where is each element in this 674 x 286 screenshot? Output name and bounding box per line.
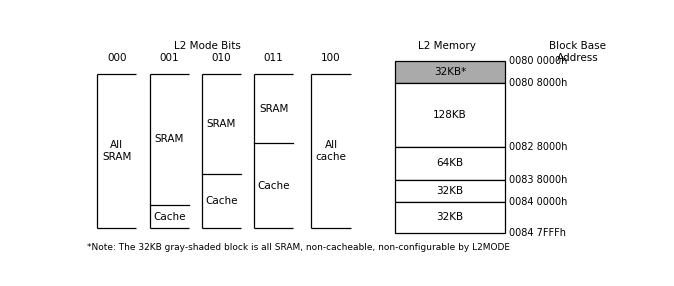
Text: 0084 7FFFh: 0084 7FFFh [509,228,566,237]
Bar [395,147,505,180]
Bar [395,180,505,202]
Text: 0080 0000h: 0080 0000h [509,56,568,66]
Text: Cache: Cache [205,196,238,206]
Text: 64KB: 64KB [436,158,464,168]
Text: 128KB: 128KB [433,110,467,120]
Text: 0083 8000h: 0083 8000h [509,175,568,185]
Text: SRAM: SRAM [259,104,288,114]
Text: L2 Memory: L2 Memory [419,41,477,51]
Text: L2 Mode Bits: L2 Mode Bits [174,41,241,51]
Text: 000: 000 [107,53,127,63]
Text: Cache: Cache [153,212,185,222]
Text: *Note: The 32KB gray-shaded block is all SRAM, non-cacheable, non-configurable b: *Note: The 32KB gray-shaded block is all… [87,243,510,252]
Text: All
SRAM: All SRAM [102,140,131,162]
Text: 32KB: 32KB [436,186,464,196]
Text: 010: 010 [212,53,231,63]
Text: Block Base
Address: Block Base Address [549,41,607,63]
Text: 011: 011 [264,53,284,63]
Text: 0080 8000h: 0080 8000h [509,78,568,88]
Text: SRAM: SRAM [154,134,184,144]
Text: 0084 0000h: 0084 0000h [509,197,568,207]
Bar [395,84,505,147]
Text: SRAM: SRAM [207,119,236,129]
Bar [395,61,505,84]
Text: 32KB: 32KB [436,212,464,223]
Text: 100: 100 [321,53,341,63]
Text: 001: 001 [159,53,179,63]
Bar [395,202,505,233]
Text: 32KB*: 32KB* [434,67,466,77]
Text: All
cache: All cache [315,140,346,162]
Text: Cache: Cache [257,181,290,191]
Text: 0082 8000h: 0082 8000h [509,142,568,152]
